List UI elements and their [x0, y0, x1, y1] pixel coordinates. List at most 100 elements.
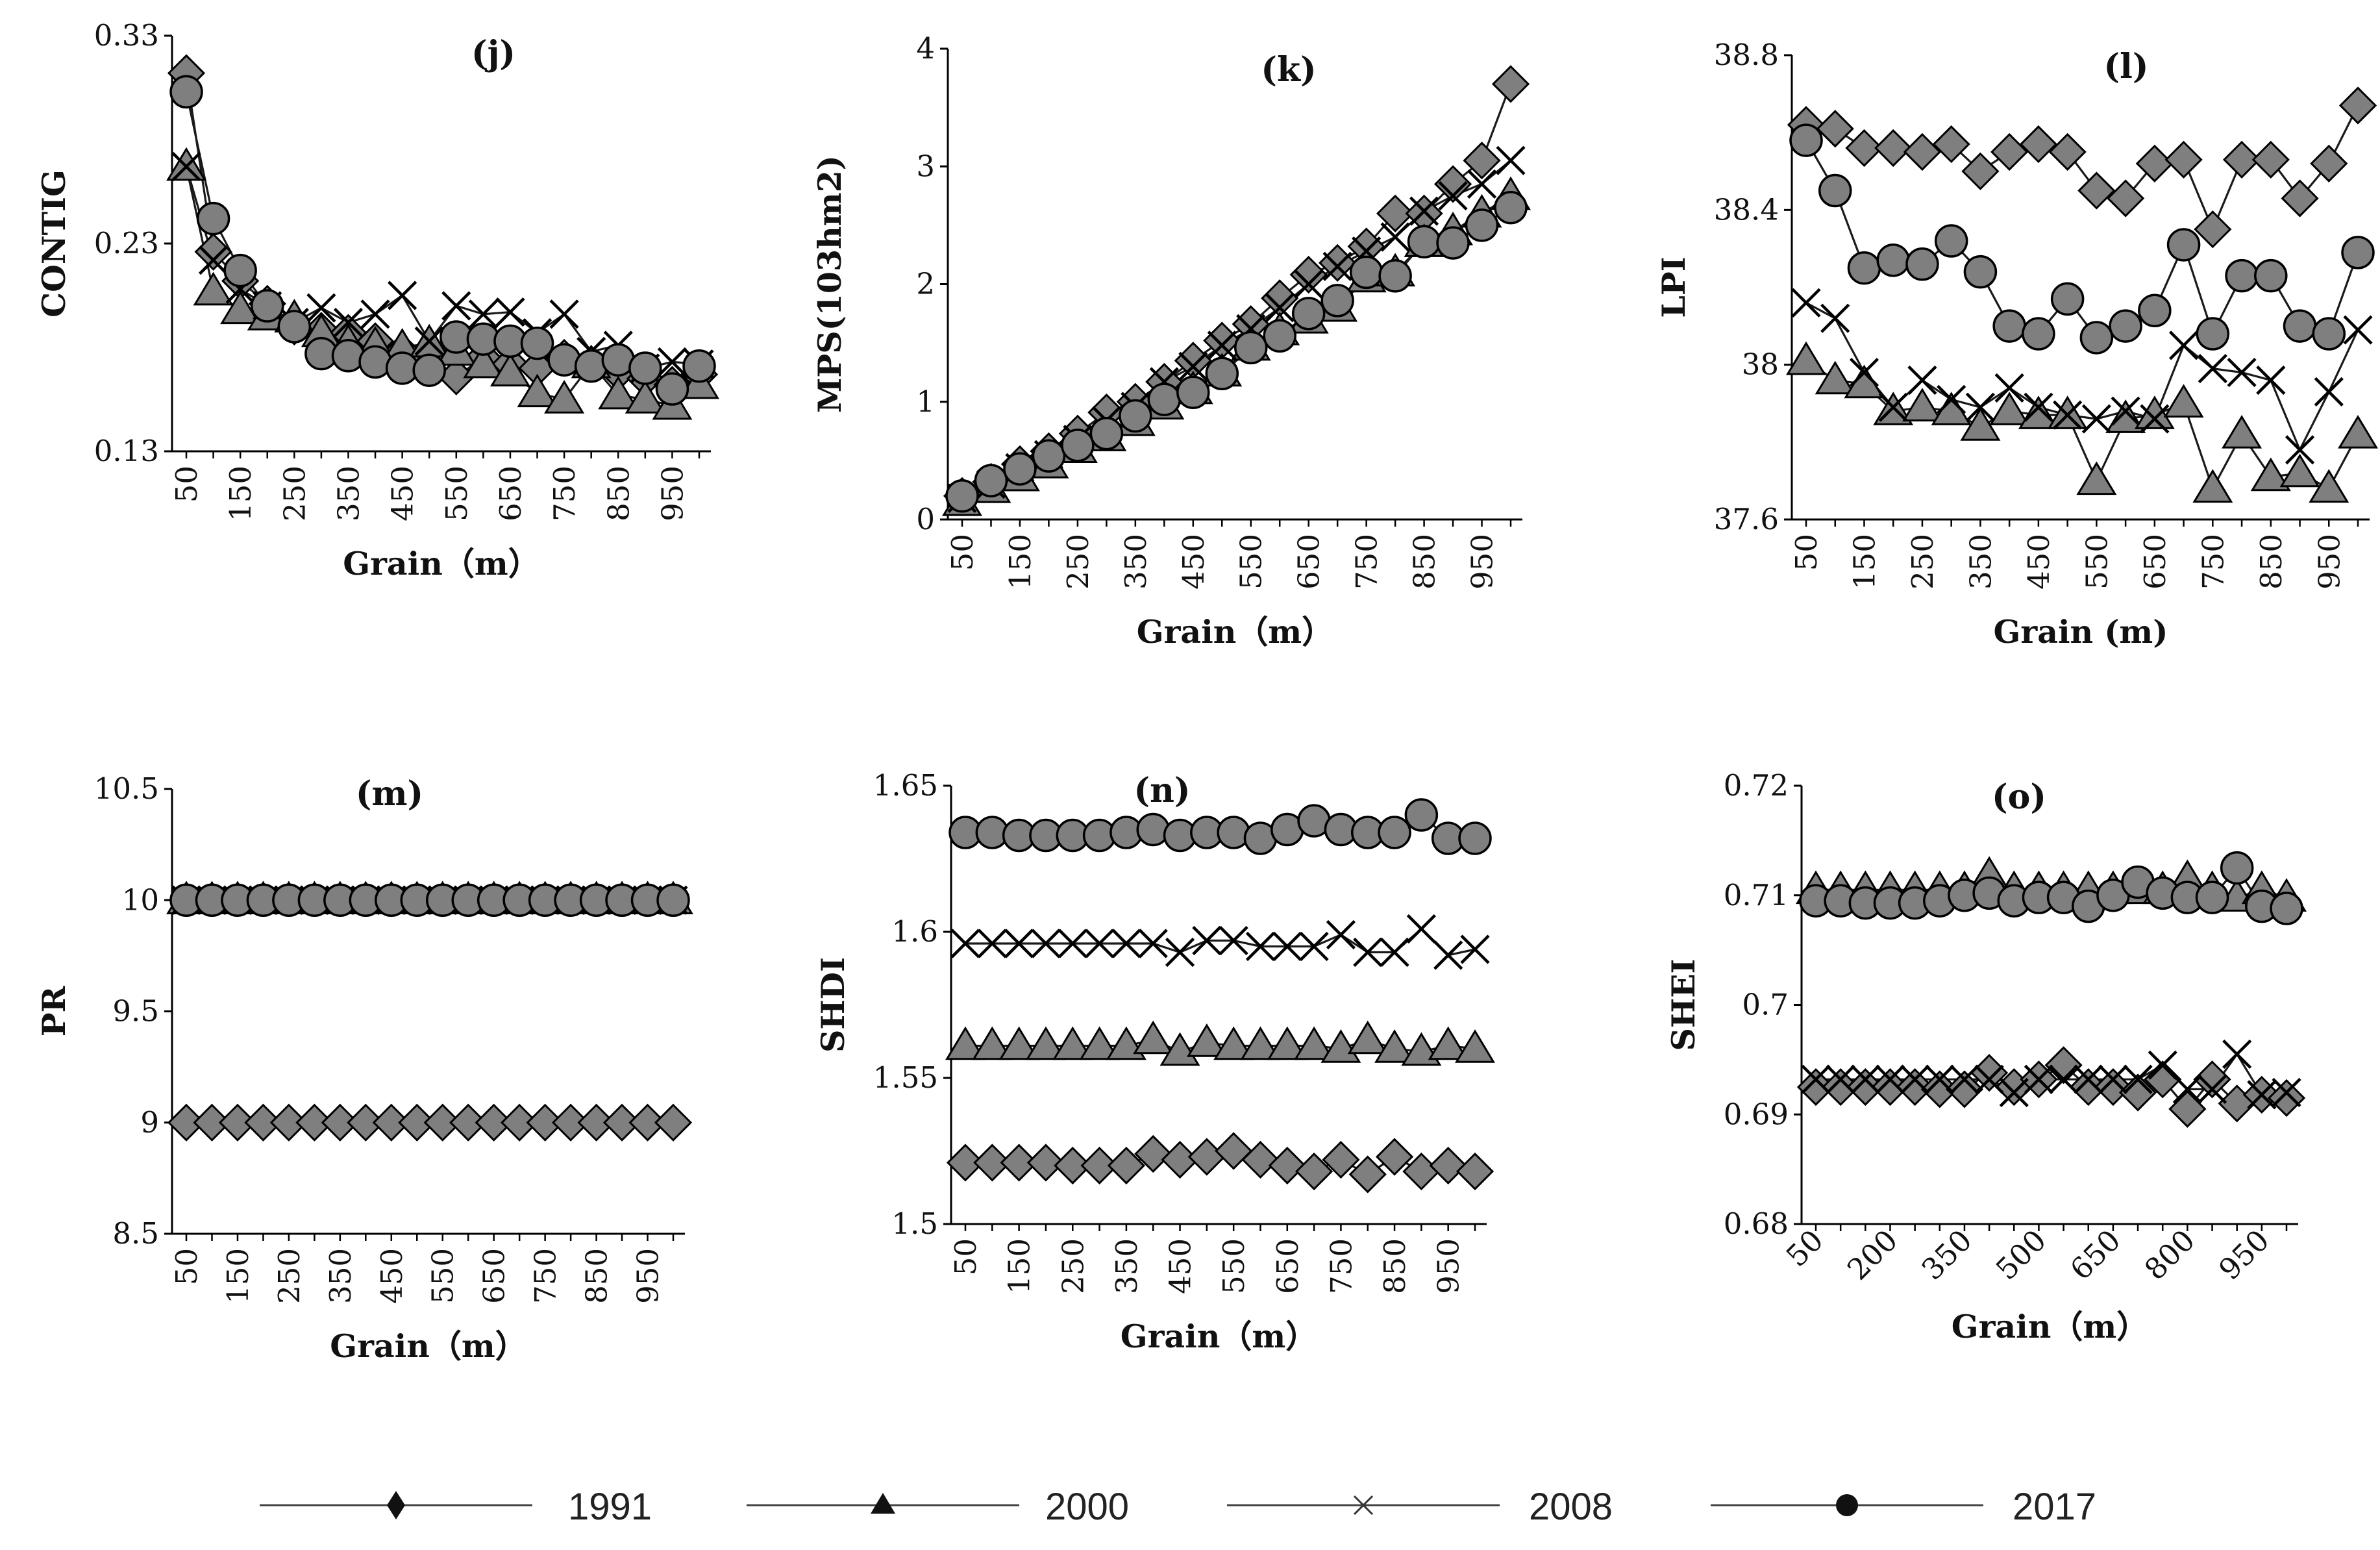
panel-j: 0.13 0.23 0.33 50 150 250 350 450 550 650 750 850 95…: [35, 18, 719, 582]
data-point-2017: [574, 349, 608, 383]
data-point-2008: [1801, 1064, 1831, 1094]
data-point-2008: [2197, 1074, 2227, 1105]
panel-title: (j): [471, 34, 515, 73]
x-tick-label: 850: [580, 1248, 614, 1304]
data-point-1991: [1319, 244, 1357, 282]
data-point-1991: [1990, 132, 2029, 171]
data-point-2008: [1994, 373, 2024, 403]
x-tick-label: 150: [221, 1248, 255, 1304]
data-point-1991: [1896, 1068, 1934, 1106]
data-point-1991: [167, 1103, 206, 1142]
data-point-2017: [2254, 258, 2288, 293]
data-point-2008: [1937, 384, 1966, 414]
data-point-2008: [2314, 377, 2344, 406]
series-markers-2008: [950, 914, 1490, 970]
data-point-2000: [598, 375, 639, 410]
series-markers-1991: [1796, 1046, 2306, 1128]
data-point-2017: [2270, 892, 2303, 925]
data-point-1991: [244, 1103, 282, 1142]
data-point-2008: [1245, 931, 1276, 962]
panel-title: (m): [356, 774, 423, 814]
data-point-2017: [331, 339, 366, 373]
data-point-2008: [2024, 392, 2053, 422]
legend-item-2008: 2008: [1227, 1486, 1613, 1528]
data-point-1991: [2135, 144, 2174, 182]
x-tick-label: 750: [2196, 534, 2230, 590]
data-point-2000: [2105, 399, 2146, 433]
data-point-2008: [2285, 435, 2315, 465]
data-point-1991: [2044, 1046, 2083, 1084]
y-tick-label: 38: [1742, 347, 1779, 382]
data-point-1991: [1846, 1068, 1885, 1106]
x-tick-label: 450: [1176, 534, 1211, 590]
data-point-2017: [1378, 259, 1412, 293]
data-point-2008: [2247, 1080, 2277, 1110]
data-point-2017: [1963, 255, 1998, 289]
data-point-2000: [945, 1026, 985, 1060]
data-point-2000: [1079, 1026, 1120, 1060]
data-point-2008: [333, 308, 364, 338]
y-tick-label: 10: [122, 882, 159, 917]
x-tick-label: 450: [375, 1248, 409, 1304]
data-point-2017: [2109, 309, 2142, 343]
legend-label: 2017: [2013, 1486, 2096, 1528]
legend-item-1991: 1991: [260, 1486, 652, 1528]
panel-title: (o): [1992, 777, 2046, 817]
data-point-2008: [977, 929, 1007, 958]
data-point-2008: [1460, 934, 1490, 964]
data-point-1991: [218, 1103, 257, 1142]
x-tick-label: 750: [1350, 534, 1384, 590]
x-tick-label: 150: [1003, 534, 1037, 590]
y-tick-label: 38.4: [1714, 192, 1779, 227]
data-point-2000: [2163, 384, 2204, 418]
data-point-2008: [2074, 1064, 2103, 1094]
series-markers-1991: [1787, 86, 2377, 249]
data-point-1991: [1429, 1146, 1467, 1185]
data-point-2008: [2256, 365, 2286, 395]
x-tick-label: 750: [528, 1248, 563, 1304]
data-point-1991: [973, 1144, 1011, 1182]
data-point-2017: [1003, 452, 1037, 486]
data-point-2017: [520, 326, 554, 360]
legend-label: 2008: [1529, 1486, 1613, 1528]
data-point-2017: [2195, 881, 2229, 914]
data-point-2000: [193, 271, 234, 306]
data-point-2008: [2111, 396, 2140, 426]
data-point-2017: [682, 349, 716, 383]
x-tick-label: 450: [386, 466, 420, 521]
panel-l: 37.6 38 38.4 38.8 50 150 250 350 450 550 650 750 850…: [1655, 38, 2378, 651]
data-point-1991: [577, 1103, 615, 1142]
data-point-2000: [1455, 1029, 1495, 1063]
x-tick-label: 250: [277, 466, 312, 521]
x-tick-label: 50: [169, 466, 204, 503]
data-point-2017: [2079, 321, 2114, 355]
data-point-2008: [1380, 937, 1409, 968]
x-tick-label: 450: [1163, 1238, 1198, 1294]
x-tick-label: 550: [440, 466, 474, 521]
data-point-2000: [2250, 457, 2291, 492]
y-tick-label: 0.33: [94, 18, 159, 53]
series-markers-2017: [169, 883, 690, 917]
data-point-1991: [2222, 140, 2261, 179]
y-tick-label: 0.23: [94, 226, 159, 260]
y-tick-label: 37.6: [1714, 502, 1779, 536]
data-point-2008: [1409, 196, 1439, 226]
data-point-1991: [946, 1144, 985, 1182]
data-point-1991: [269, 1103, 308, 1142]
series-markers-2008: [1801, 1039, 2301, 1110]
y-tick-label: 1.5: [891, 1206, 938, 1241]
data-point-2017: [2138, 294, 2172, 327]
y-tick-label: 0.13: [94, 434, 159, 468]
data-point-2008: [1299, 931, 1329, 962]
y-axis-title: LPI: [1655, 256, 1692, 318]
x-tick-label: 150: [1847, 534, 1881, 590]
data-point-2017: [2166, 228, 2201, 262]
data-point-1991: [2310, 144, 2348, 182]
legend-label: 2000: [1045, 1486, 1129, 1528]
data-point-1991: [1203, 321, 1241, 360]
x-tick-label: 450: [2022, 534, 2056, 590]
data-point-1991: [1874, 129, 1913, 168]
data-point-2017: [1061, 429, 1095, 462]
data-point-1991: [2251, 140, 2290, 179]
